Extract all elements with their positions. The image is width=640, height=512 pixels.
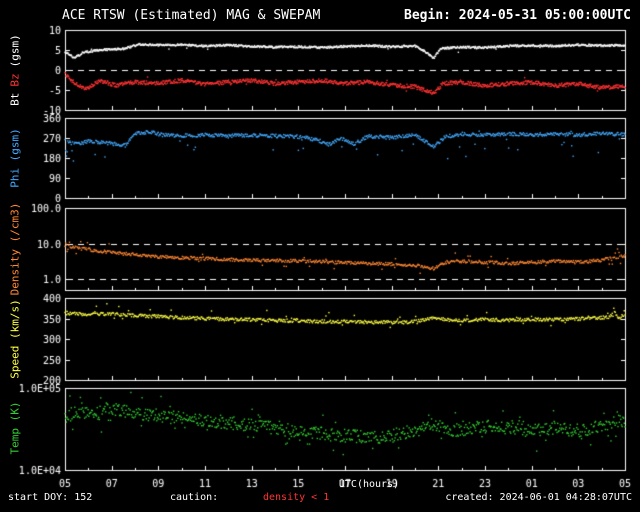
ylabel-bt: Bt xyxy=(8,92,22,106)
footer-caution-label: caution: xyxy=(170,492,219,503)
footer-created-timestamp: created: 2024-06-01 04:28:07UTC xyxy=(445,492,632,503)
ylabel-gsm-unit: (gsm) xyxy=(8,34,22,68)
ylabel-bz: Bz xyxy=(8,73,22,87)
y-axis-label-speed: Speed (km/s) xyxy=(9,296,22,381)
ylabel-phi: Phi (gsm) xyxy=(8,128,22,188)
y-axis-label-mag: Bt Bz (gsm) xyxy=(9,31,22,109)
ylabel-temp: Temp (K) xyxy=(8,401,22,455)
footer-start-doy: start DOY: 152 xyxy=(8,492,93,503)
plot-title: ACE RTSW (Estimated) MAG & SWEPAM xyxy=(62,8,321,23)
begin-timestamp: Begin: 2024-05-31 05:00:00UTC xyxy=(404,8,631,23)
ylabel-density: Density (/cm3) xyxy=(8,202,22,296)
y-axis-label-density: Density (/cm3) xyxy=(9,200,22,299)
y-axis-label-temp: Temp (K) xyxy=(9,399,22,458)
y-axis-label-phi: Phi (gsm) xyxy=(9,125,22,191)
x-axis-label: UTC(hours) xyxy=(338,479,400,490)
ylabel-speed: Speed (km/s) xyxy=(8,299,22,379)
footer-caution-value: density < 1 xyxy=(263,492,330,503)
